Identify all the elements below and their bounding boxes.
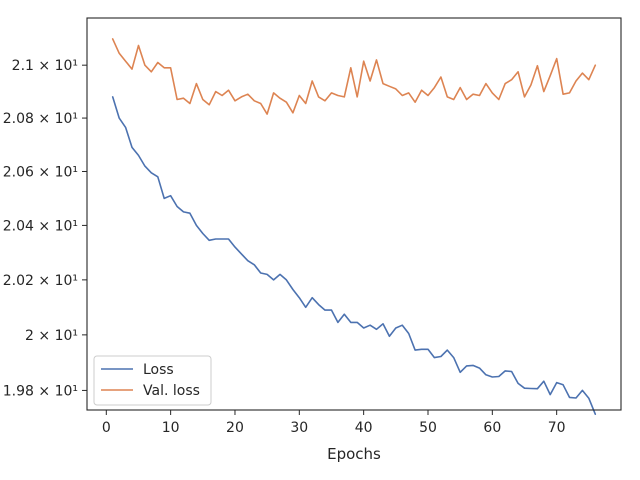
y-tick-label: 2.06 × 10¹ [3, 164, 78, 180]
plot-frame [86, 17, 622, 411]
legend: Loss Val. loss [93, 355, 212, 406]
series-line-loss [111, 96, 597, 416]
x-tick-label: 50 [419, 420, 437, 436]
legend-label-loss: Loss [143, 362, 174, 378]
y-tick-label: 2 × 10¹ [25, 328, 78, 344]
y-tick-label: 2.02 × 10¹ [3, 273, 78, 289]
series-line-val-loss [111, 38, 597, 115]
x-tick-label: 10 [162, 420, 180, 436]
y-tick-label: 2.04 × 10¹ [3, 218, 78, 234]
x-axis: 0 10 20 30 40 50 60 70 [102, 410, 566, 436]
y-tick-label: 2.1 × 10¹ [12, 58, 78, 74]
legend-label-val-loss: Val. loss [143, 383, 200, 399]
y-tick-label: 1.98 × 10¹ [3, 383, 78, 399]
x-axis-label: Epochs [327, 445, 381, 463]
y-axis: 1.98 × 10¹ 2 × 10¹ 2.02 × 10¹ 2.04 × 10¹ 2.0… [3, 58, 87, 399]
series-layer [111, 38, 597, 416]
x-tick-label: 70 [548, 420, 566, 436]
y-tick-label: 2.08 × 10¹ [3, 111, 78, 127]
x-tick-label: 0 [102, 420, 111, 436]
x-tick-label: 30 [290, 420, 308, 436]
x-tick-label: 60 [483, 420, 501, 436]
x-tick-label: 40 [355, 420, 373, 436]
x-tick-label: 20 [226, 420, 244, 436]
